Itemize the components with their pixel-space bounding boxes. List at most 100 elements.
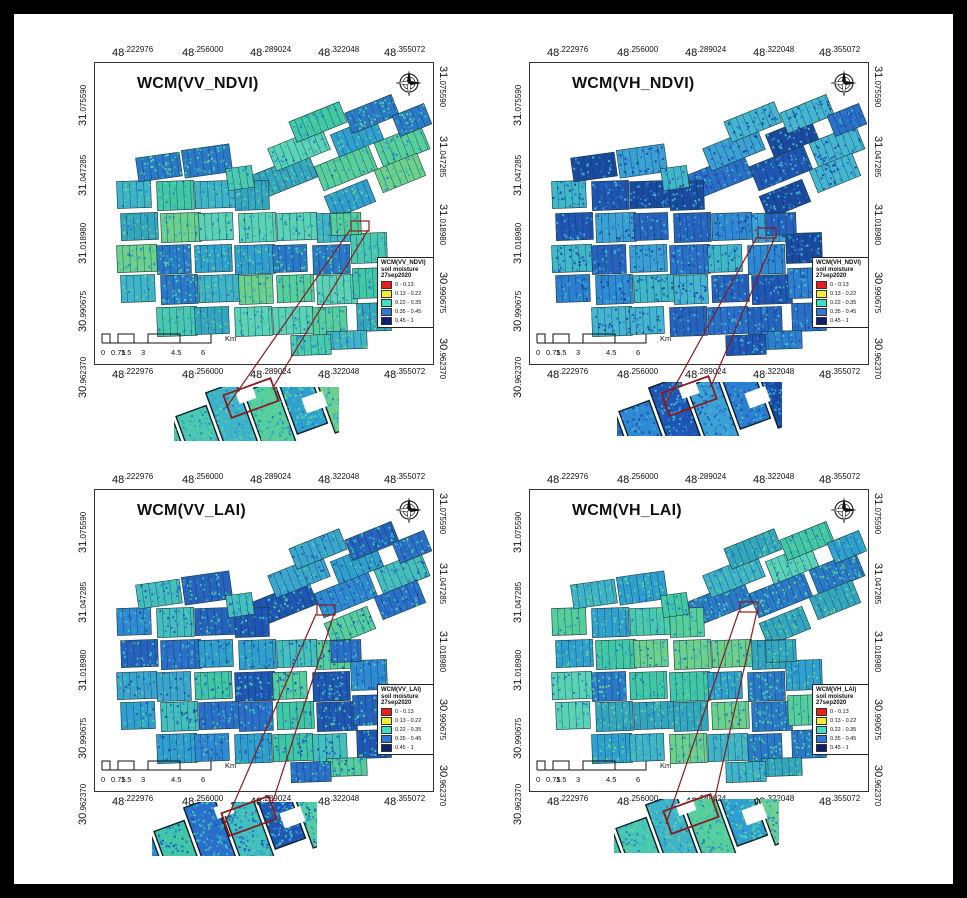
field-block — [238, 274, 274, 305]
latitude-tick-label-left: 31.075590 — [512, 84, 524, 126]
field-block — [629, 179, 671, 210]
legend-title: WCM(VH_NDVI) soil moisture 27sep2020 — [816, 260, 861, 279]
latitude-tick-label-right: 31.047285 — [872, 563, 884, 605]
latitude-tick-label-right: 31.075590 — [872, 493, 884, 535]
field-block — [551, 180, 587, 209]
legend-item: 0.22 - 0.35 — [816, 298, 868, 307]
scale-unit-label: Km — [225, 334, 237, 343]
scale-unit-label: Km — [660, 761, 672, 770]
longitude-tick-label-bottom: 48.222976 — [112, 794, 154, 808]
field-block — [198, 273, 240, 304]
latitude-tick-label-left: 31.075590 — [77, 511, 89, 553]
field-block — [156, 306, 198, 337]
figure-frame: 48.222976 48.256000 48.289024 48.322048 48.3… — [14, 14, 953, 884]
longitude-tick-label-top: 48.355072 — [819, 472, 861, 486]
scale-tick-label: 0 — [536, 775, 541, 784]
latitude-tick-label-right: 31.075590 — [437, 493, 449, 535]
longitude-tick-label-top: 48.289024 — [685, 472, 727, 486]
field-block — [135, 578, 183, 610]
legend-label: 0.13 - 0.22 — [830, 717, 857, 724]
scale-tick-label: 1.5 — [121, 348, 132, 357]
field-block — [725, 760, 767, 784]
field-block — [591, 607, 630, 638]
scale-bar: 0 0.75 1.5 3 4.5 6 Km — [101, 758, 236, 784]
longitude-tick-label-top: 48.322048 — [753, 45, 795, 59]
latitude-tick-label-right: 31.018980 — [872, 631, 884, 673]
legend-label: 0.22 - 0.35 — [395, 726, 422, 733]
field-block — [764, 116, 820, 158]
field-block — [180, 570, 234, 606]
latitude-tick-label-left: 30.962370 — [512, 356, 524, 398]
scale-tick-label: 0 — [536, 348, 541, 357]
field-block — [238, 639, 277, 670]
field-block — [288, 101, 348, 143]
longitude-tick-label-bottom: 48.222976 — [112, 367, 154, 381]
field-block — [633, 639, 669, 668]
legend-label: 0.35 - 0.45 — [395, 308, 422, 315]
field-block — [702, 553, 766, 599]
latitude-tick-label-right: 31.047285 — [872, 136, 884, 178]
field-block — [570, 151, 618, 183]
legend-title: WCM(VH_LAI) soil moisture 27sep2020 — [816, 687, 857, 706]
latitude-tick-label-right: 30.962370 — [437, 338, 449, 380]
north-arrow-compass-icon — [395, 69, 423, 102]
legend-item: 0.13 - 0.22 — [381, 289, 433, 298]
field-block — [707, 244, 743, 273]
longitude-tick-label-bottom: 48.222976 — [547, 794, 589, 808]
field-block — [723, 101, 783, 143]
latitude-tick-label-right: 31.047285 — [437, 136, 449, 178]
legend-swatch — [381, 725, 392, 734]
legend-item: 0 - 0.13 — [816, 280, 868, 289]
field-block — [160, 639, 202, 670]
field-block — [326, 756, 368, 778]
field-block — [633, 700, 675, 731]
legend-label: 0.35 - 0.45 — [830, 735, 857, 742]
longitude-tick-label-top: 48.322048 — [753, 472, 795, 486]
field-block — [312, 671, 351, 702]
legend-item: 0.35 - 0.45 — [816, 307, 868, 316]
longitude-tick-label-top: 48.322048 — [318, 45, 360, 59]
field-block — [198, 212, 234, 241]
latitude-tick-label-right: 31.075590 — [437, 66, 449, 108]
field-block — [225, 164, 255, 192]
field-block — [276, 211, 318, 242]
field-block — [707, 732, 749, 763]
field-block — [344, 521, 400, 561]
field-block — [116, 670, 158, 701]
scale-tick-label: 6 — [201, 348, 206, 357]
map-title: WCM(VH_NDVI) — [572, 75, 695, 92]
legend-swatch — [381, 707, 392, 716]
field-block — [808, 152, 862, 194]
field-block — [707, 671, 743, 700]
field-block — [751, 701, 793, 732]
legend-label: 0.45 - 1 — [395, 317, 414, 324]
field-block — [373, 124, 431, 168]
legend-swatch — [816, 307, 827, 316]
field-block — [615, 143, 669, 179]
field-block — [234, 244, 276, 275]
field-block — [238, 701, 274, 732]
field-block — [194, 671, 233, 700]
zoomed-inset — [152, 802, 317, 856]
field-block — [120, 701, 156, 730]
field-block — [711, 638, 753, 669]
field-block — [779, 94, 835, 134]
longitude-tick-label-top: 48.256000 — [182, 45, 224, 59]
scale-tick-label: 6 — [636, 348, 641, 357]
scale-tick-label: 0 — [101, 348, 106, 357]
field-block — [116, 607, 152, 636]
latitude-tick-label-left: 30.962370 — [77, 356, 89, 398]
field-block — [272, 671, 308, 700]
latitude-tick-label-right: 30.962370 — [872, 765, 884, 807]
field-block — [764, 543, 820, 585]
latitude-tick-label-right: 31.018980 — [872, 204, 884, 246]
map-legend: WCM(VV_LAI) soil moisture 27sep2020 0 - 0… — [377, 684, 433, 755]
scale-tick-label: 0 — [101, 775, 106, 784]
legend-swatch — [381, 743, 392, 752]
field-block — [272, 305, 314, 336]
legend-item: 0.45 - 1 — [381, 316, 433, 325]
latitude-tick-label-left: 31.047285 — [512, 581, 524, 623]
latitude-tick-label-left: 31.047285 — [77, 581, 89, 623]
legend-item: 0.45 - 1 — [381, 743, 433, 752]
legend-swatch — [816, 725, 827, 734]
